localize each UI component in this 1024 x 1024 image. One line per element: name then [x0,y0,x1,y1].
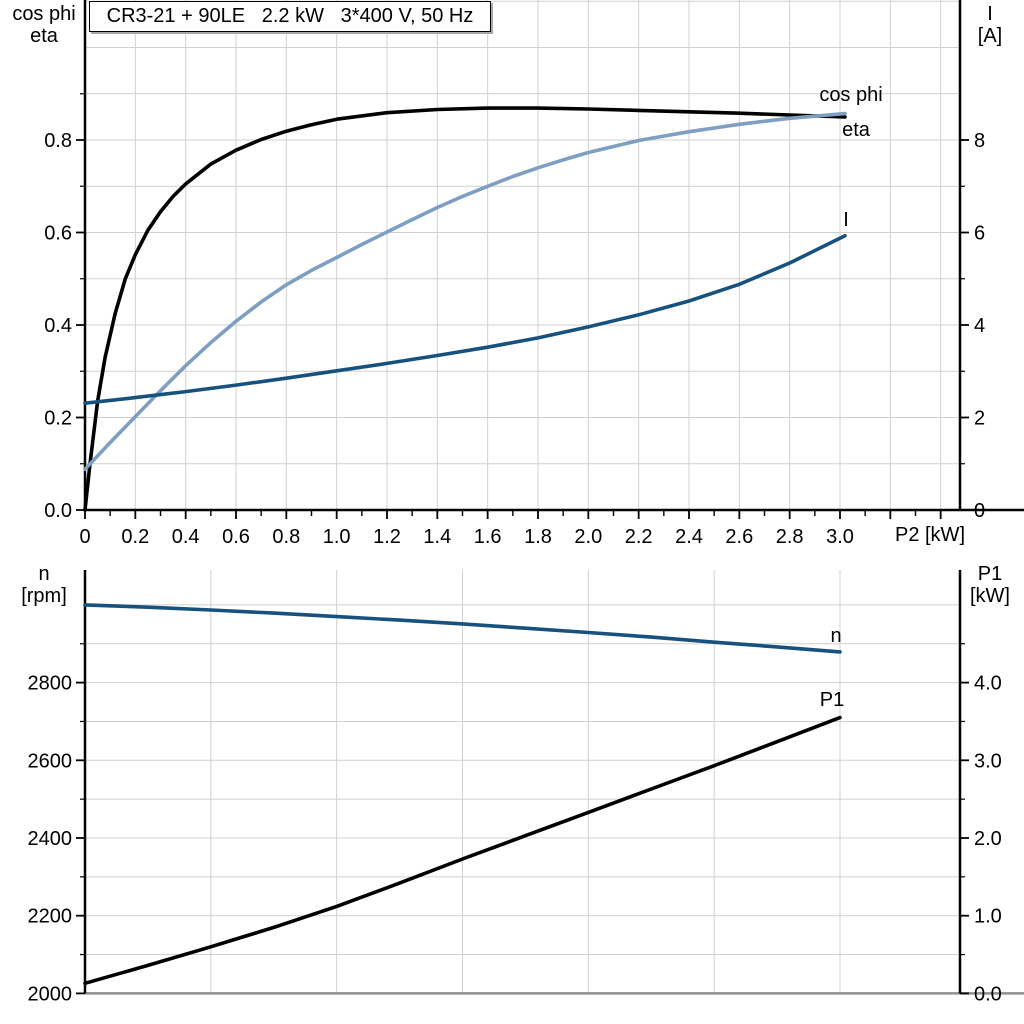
axis-title-input-power: P1 [977,563,1003,585]
top-y-left-tick-label: 0.6 [44,223,72,245]
eta-curve-label: eta [842,119,870,141]
axis-title-cos-phi: cos phi [12,3,76,25]
bottom-y-left-tick-label: 2400 [28,828,73,850]
top-y-left-tick-label: 0.0 [44,500,72,522]
top-y-right-tick-label: 2 [974,408,985,430]
bottom-y-left-tick-label: 2600 [28,750,73,772]
top-x-tick-label: 0.4 [172,526,200,548]
bottom-y-left-tick-label: 2800 [28,673,73,695]
top-x-tick-label: 2.8 [776,526,804,548]
top-right-axis-title: I [A] [952,3,1024,47]
bottom-right-axis-title: P1 [kW] [952,563,1024,607]
top-x-tick-label: 0.6 [222,526,250,548]
bottom-left-axis-title: n [rpm] [4,563,84,607]
bottom-y-right-tick-label: 3.0 [974,750,1002,772]
top-left-axis-title: cos phi eta [4,3,84,47]
top-x-tick-label: 1.6 [474,526,502,548]
bottom-y-right-tick-label: 4.0 [974,673,1002,695]
bottom-y-left-tick-label: 2200 [28,906,73,928]
top-x-tick-label: 1.8 [524,526,552,548]
top-y-left-tick-label: 0.4 [44,315,72,337]
top-x-tick-label: 2.4 [675,526,703,548]
top-x-tick-label: 1.4 [423,526,451,548]
axis-title-eta: eta [30,25,58,47]
top-y-right-tick-label: 0 [974,500,985,522]
top-x-tick-label: 2.2 [625,526,653,548]
speed-curve [83,603,842,654]
input-power-curve [83,715,842,986]
top-y-right-tick-label: 8 [974,130,985,152]
title-box: CR3-21 + 90LE 2.2 kW 3*400 V, 50 Hz [89,1,491,32]
x-axis-title: P2 [kW] [894,524,965,546]
top-y-left-tick-label: 0.2 [44,408,72,430]
top-x-tick-label: 0 [79,526,90,548]
top-x-tick-label: 0.2 [121,526,149,548]
speed-curve-label: n [830,625,842,647]
current-curve [83,233,847,405]
bottom-y-right-tick-label: 1.0 [974,906,1002,928]
top-x-tick-label: 2.6 [725,526,753,548]
cos-phi-curve [83,111,847,472]
title-text: CR3-21 + 90LE 2.2 kW 3*400 V, 50 Hz [106,5,474,27]
top-x-tick-label: 1.0 [323,526,351,548]
axis-title-input-power-unit: [kW] [970,585,1010,607]
bottom-y-right-tick-label: 2.0 [974,828,1002,850]
top-y-left-tick-label: 0.8 [44,130,72,152]
top-x-tick-label: 2.0 [574,526,602,548]
top-x-tick-label: 1.2 [373,526,401,548]
input-power-curve-label: P1 [819,689,845,711]
bottom-y-right-tick-label: 0.0 [974,983,1002,1005]
top-y-right-tick-label: 4 [974,315,985,337]
current-curve-label: I [843,209,849,231]
axis-title-speed-unit: [rpm] [21,585,67,607]
axis-title-speed: n [38,563,50,585]
eta-curve [83,106,847,512]
axis-title-current: I [987,3,993,25]
top-x-tick-label: 0.8 [272,526,300,548]
top-y-right-tick-label: 6 [974,223,985,245]
bottom-y-left-tick-label: 2000 [28,983,73,1005]
top-panel: 0 0.2 0.4 0.6 0.8 1.0 1.2 1.4 1.6 1.8 2.0 2.2 2.4 2.6… [44,0,1024,548]
top-x-tick-label: 3.0 [826,526,854,548]
bottom-panel: 2000 2200 2400 2600 2800 0.0 1.0 2.0 3.0 4.0 [28,570,1024,1005]
axis-title-current-unit: [A] [977,25,1003,47]
cos-phi-curve-label: cos phi [819,84,883,106]
